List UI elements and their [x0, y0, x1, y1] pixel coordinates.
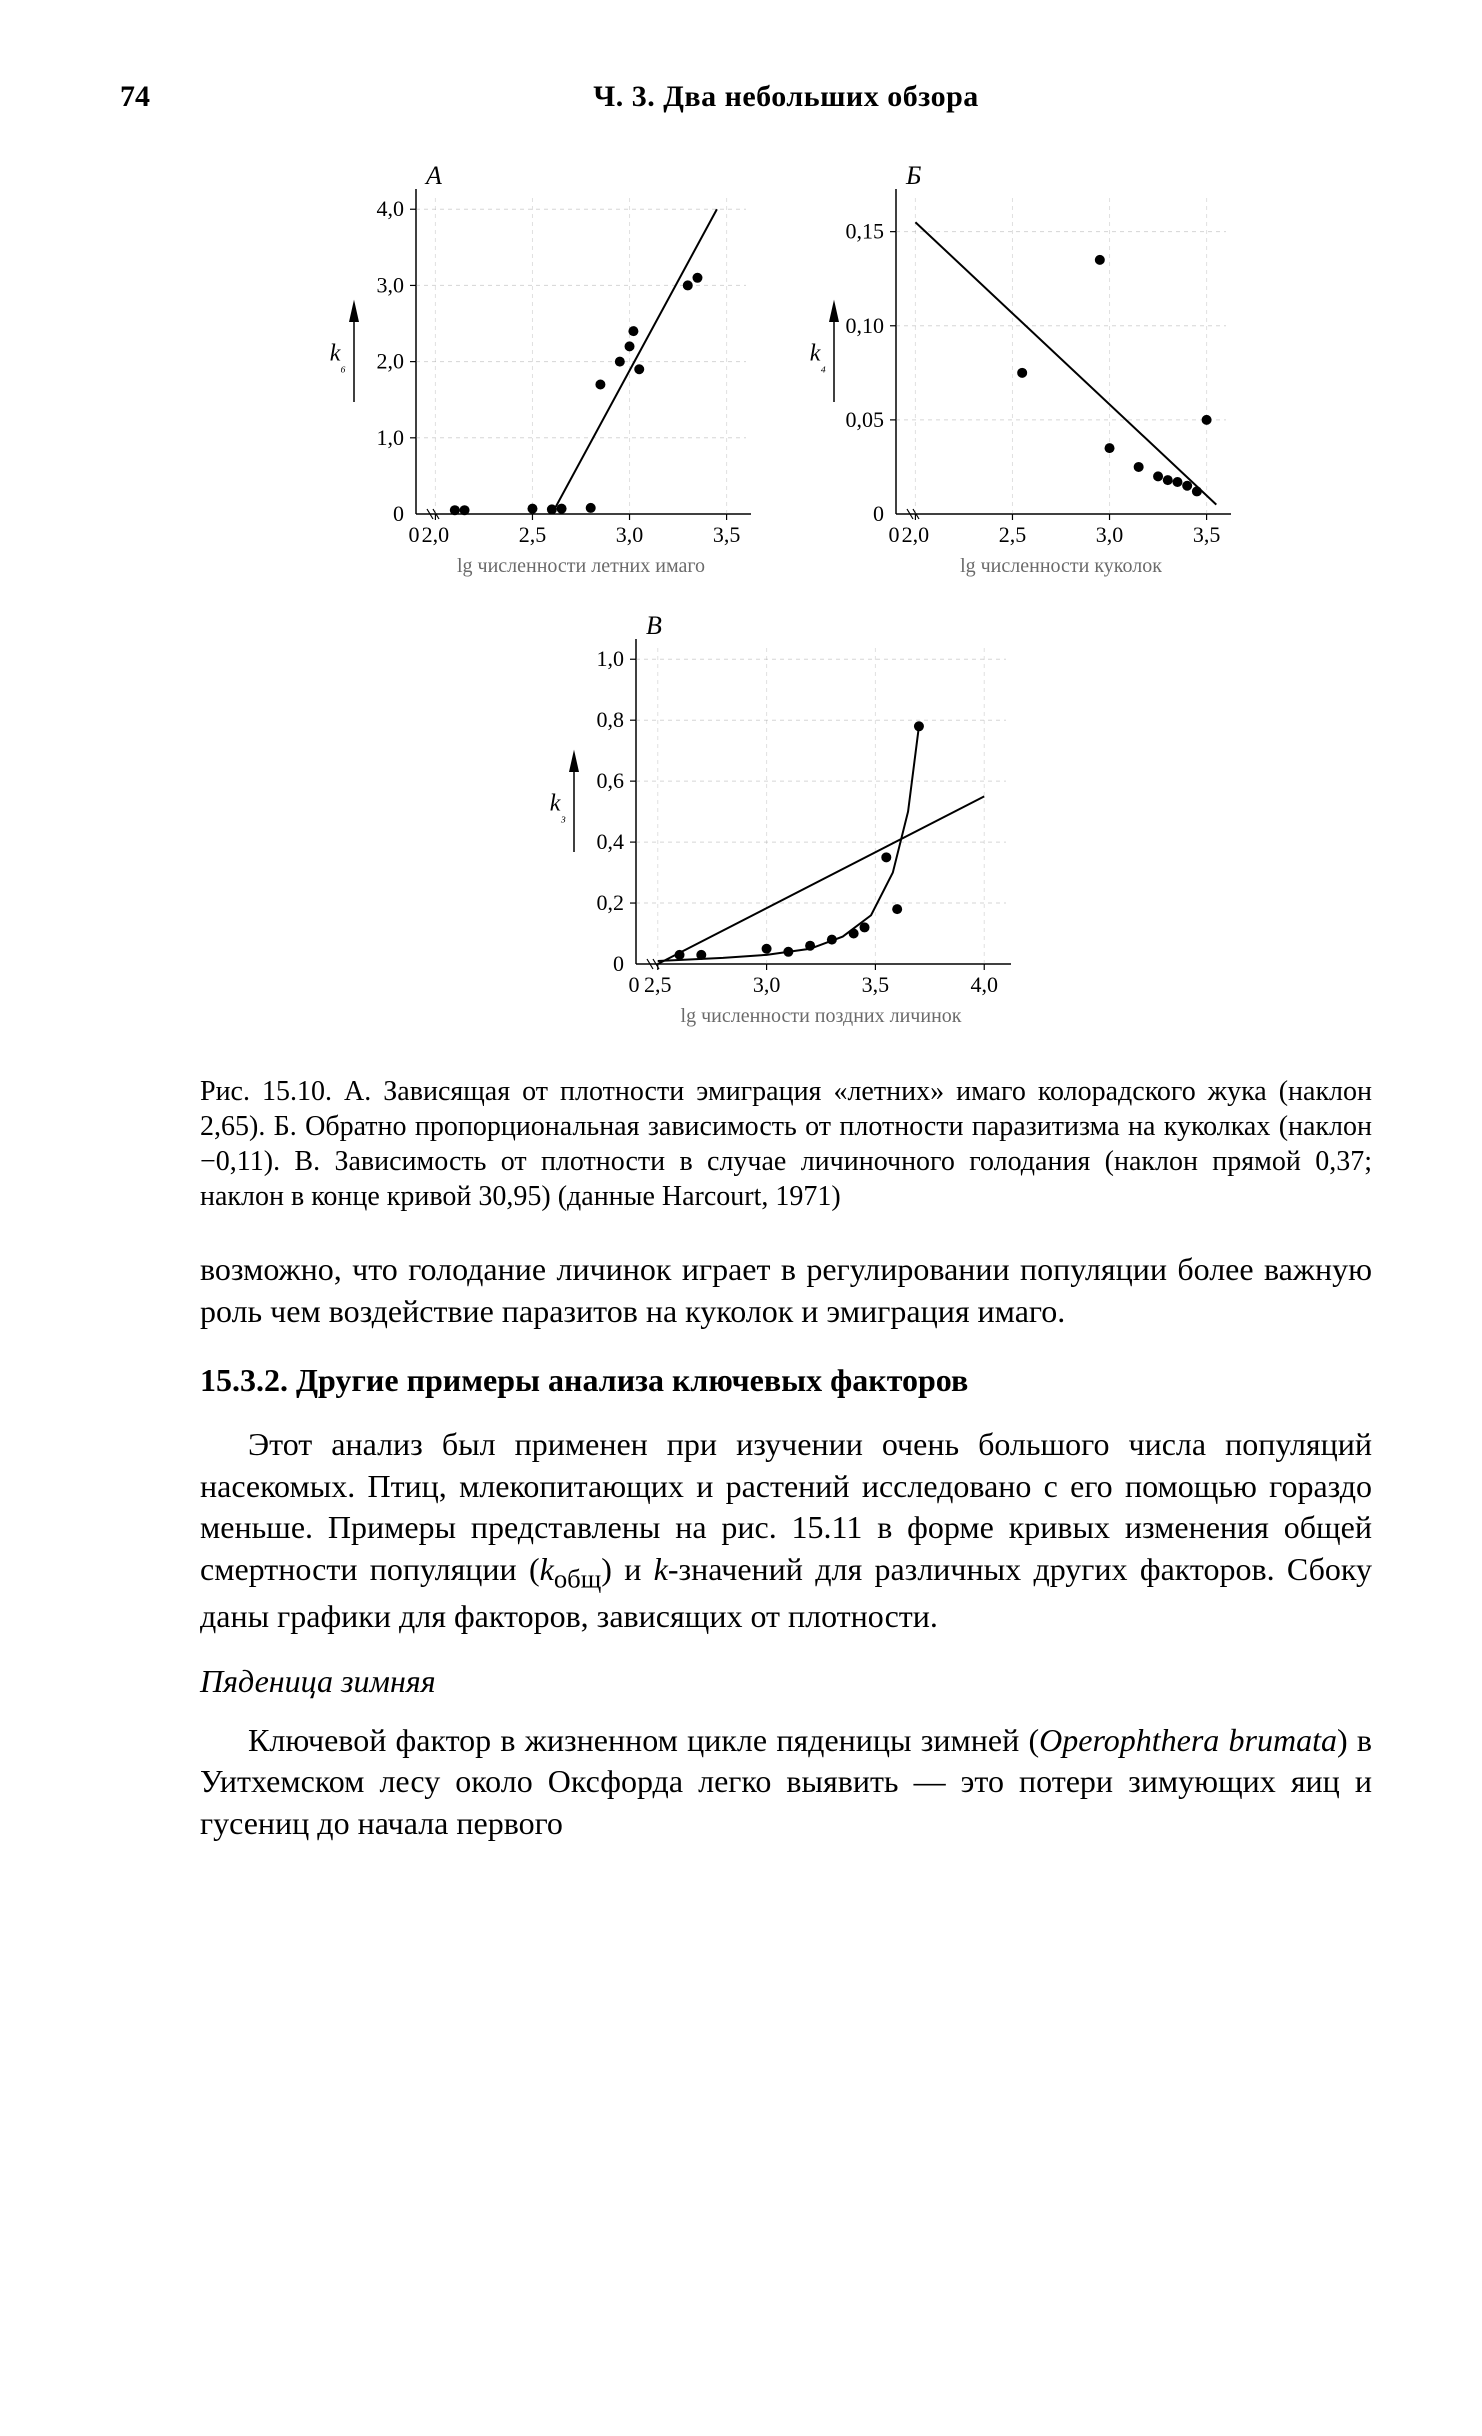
svg-text:3,0: 3,0 [616, 522, 644, 547]
svg-text:0,10: 0,10 [846, 313, 885, 338]
k-subscript: общ [554, 1563, 601, 1593]
svg-text:3,0: 3,0 [1096, 522, 1124, 547]
svg-text:3,5: 3,5 [713, 522, 741, 547]
section-heading: 15.3.2. Другие примеры анализа ключевых … [200, 1362, 1372, 1399]
svg-text:0,15: 0,15 [846, 219, 885, 244]
chart-a: А 0 1,0 2,0 3,0 4,0 2,0 2,5 3,0 3,5 0 k₆ lg численно… [326, 154, 766, 594]
svg-text:Б: Б [905, 161, 921, 190]
svg-text:0,4: 0,4 [597, 829, 625, 854]
paragraph-1: возможно, что голодание личинок играет в… [200, 1249, 1372, 1332]
k-italic-2: k [654, 1551, 668, 1587]
para3-part-a: Ключевой фактор в жизненном цикле пядени… [248, 1722, 1039, 1758]
paragraph-2: Этот анализ был применен при изучении оч… [200, 1424, 1372, 1637]
paragraph-3: Ключевой фактор в жизненном цикле пядени… [200, 1720, 1372, 1845]
svg-text:3,0: 3,0 [377, 272, 405, 297]
svg-text:А: А [424, 161, 442, 190]
svg-text:0: 0 [613, 951, 624, 976]
svg-text:В: В [646, 611, 662, 640]
sub-heading: Пяденица зимняя [200, 1663, 1372, 1700]
svg-text:1,0: 1,0 [597, 646, 625, 671]
svg-text:2,0: 2,0 [377, 349, 405, 374]
svg-text:0,6: 0,6 [597, 768, 625, 793]
svg-text:4,0: 4,0 [970, 972, 998, 997]
chart-c: В 0 0,2 0,4 0,6 0,8 1,0 2,5 3,0 3,5 4,0 0 k₃ lg числе… [546, 604, 1026, 1044]
svg-text:3,5: 3,5 [1193, 522, 1221, 547]
svg-text:0,05: 0,05 [846, 407, 885, 432]
svg-text:0: 0 [873, 501, 884, 526]
svg-text:lg численности куколок: lg численности куколок [960, 555, 1162, 577]
chart-b: Б 0 0,05 0,10 0,15 2,0 2,5 3,0 3,5 0 k₄ lg численно… [806, 154, 1246, 594]
running-head: Ч. 3. Два небольших обзора [200, 80, 1372, 114]
figure-15-10: А 0 1,0 2,0 3,0 4,0 2,0 2,5 3,0 3,5 0 k₆ lg численно… [200, 154, 1372, 1044]
svg-text:2,5: 2,5 [519, 522, 547, 547]
svg-text:2,5: 2,5 [644, 972, 672, 997]
svg-text:0,2: 0,2 [597, 890, 625, 915]
svg-text:0,8: 0,8 [597, 707, 625, 732]
svg-text:3,0: 3,0 [753, 972, 781, 997]
svg-text:2,5: 2,5 [999, 522, 1027, 547]
species-name: Operophthera brumata [1039, 1722, 1337, 1758]
svg-text:k₆: k₆ [330, 340, 346, 373]
svg-text:1,0: 1,0 [377, 425, 405, 450]
svg-text:k₄: k₄ [810, 340, 826, 373]
svg-text:2,0: 2,0 [902, 522, 930, 547]
svg-text:k₃: k₃ [550, 790, 566, 823]
svg-text:0: 0 [409, 522, 420, 547]
k-italic-1: k [540, 1551, 554, 1587]
svg-text:0: 0 [889, 522, 900, 547]
svg-text:lg численности летних имаго: lg численности летних имаго [457, 555, 705, 577]
svg-text:2,0: 2,0 [422, 522, 450, 547]
svg-text:0: 0 [629, 972, 640, 997]
svg-text:0: 0 [393, 501, 404, 526]
svg-text:lg численности поздних личинок: lg численности поздних личинок [681, 1005, 962, 1027]
svg-text:3,5: 3,5 [862, 972, 890, 997]
para2-part-b: ) и [601, 1551, 653, 1587]
page-number: 74 [120, 80, 150, 114]
figure-caption: Рис. 15.10. А. Зависящая от плотности эм… [200, 1074, 1372, 1214]
svg-text:4,0: 4,0 [377, 196, 405, 221]
